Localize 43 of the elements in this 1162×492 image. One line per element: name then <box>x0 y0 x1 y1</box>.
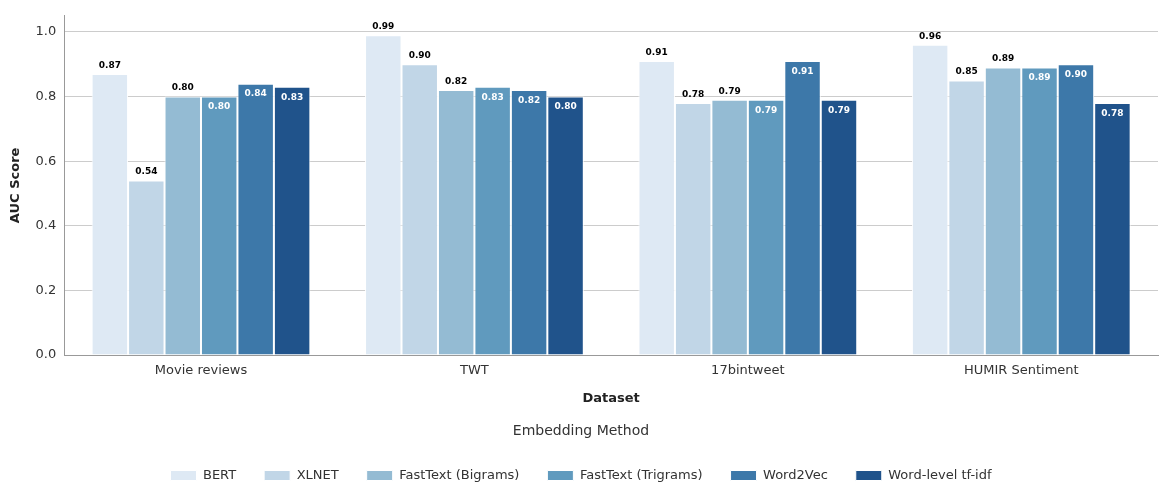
legend-label: FastText (Bigrams) <box>399 466 520 482</box>
data-label: 0.78 <box>1101 107 1124 118</box>
data-label: 0.83 <box>281 91 304 102</box>
data-label: 0.84 <box>244 88 267 99</box>
x-axis-title: Dataset <box>582 389 640 405</box>
data-label: 0.82 <box>518 94 541 105</box>
data-label: 0.79 <box>827 104 851 115</box>
y-tick-label: 1.0 <box>35 23 57 39</box>
y-axis-title: AUC Score <box>7 147 23 224</box>
data-label: 0.54 <box>135 166 158 177</box>
data-label: 0.99 <box>372 21 395 32</box>
data-label: 0.80 <box>171 82 194 93</box>
data-label: 0.78 <box>682 88 705 99</box>
data-label: 0.82 <box>445 75 468 86</box>
data-label: 0.91 <box>645 46 668 57</box>
legend-label: BERT <box>202 466 237 482</box>
x-tick-label: HUMIR Sentiment <box>963 362 1079 378</box>
data-label: 0.90 <box>1064 69 1088 80</box>
legend-label: FastText (Trigrams) <box>579 466 703 482</box>
data-label: 0.80 <box>554 101 577 112</box>
data-label: 0.87 <box>98 59 121 70</box>
data-label: 0.80 <box>208 101 231 112</box>
data-label: 0.79 <box>754 104 778 115</box>
data-label: 0.91 <box>791 65 814 76</box>
legend-label: Word-level tf-idf <box>888 466 992 482</box>
legend-title: Embedding Method <box>512 421 650 438</box>
legend-label: XLNET <box>296 466 339 482</box>
x-tick-label: 17bintweet <box>711 362 785 378</box>
data-label: 0.79 <box>718 85 741 96</box>
y-tick-label: 0.8 <box>35 87 57 103</box>
data-label: 0.96 <box>919 30 942 41</box>
data-label: 0.89 <box>991 53 1015 64</box>
data-label: 0.90 <box>408 50 431 61</box>
y-tick-label: 0.6 <box>35 152 57 168</box>
data-label: 0.85 <box>955 66 978 77</box>
y-tick-label: 0.2 <box>35 281 57 297</box>
y-tick-label: 0.4 <box>35 217 57 233</box>
y-tick-label: 0.0 <box>35 346 57 362</box>
legend-label: Word2Vec <box>763 466 828 482</box>
data-label: 0.89 <box>1028 72 1051 83</box>
x-tick-label: TWT <box>459 362 489 378</box>
data-label: 0.83 <box>481 91 504 102</box>
x-tick-label: Movie reviews <box>154 362 248 378</box>
